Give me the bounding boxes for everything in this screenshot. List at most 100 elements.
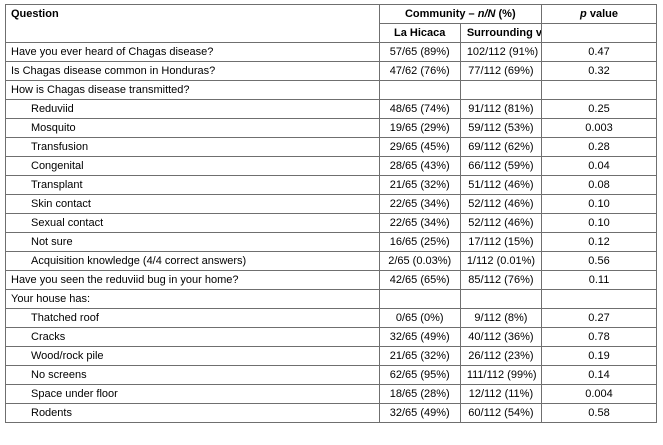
table-header: Question Community – n/N (%) p value La …	[5, 4, 657, 43]
header-la-hicaca: La Hicaca	[378, 23, 461, 43]
la-hicaca-cell: 42/65 (65%)	[378, 270, 461, 290]
header-surrounding-villages: Surrounding villages	[459, 23, 543, 43]
table-row: Is Chagas disease common in Honduras? 47/…	[5, 61, 657, 81]
p-value-cell: 0.14	[541, 365, 657, 385]
p-value-cell: 0.12	[541, 232, 657, 252]
la-hicaca-cell: 29/65 (45%)	[378, 137, 461, 157]
header-p-italic: p	[580, 8, 587, 20]
table-row: Cracks 32/65 (49%) 40/112 (36%) 0.78	[5, 327, 657, 347]
la-hicaca-cell: 28/65 (43%)	[378, 156, 461, 176]
question-cell: Transfusion	[5, 137, 380, 157]
surrounding-villages-cell	[459, 80, 543, 100]
header-p-value-blank	[541, 23, 657, 43]
p-value-cell: 0.10	[541, 194, 657, 214]
table-row: Transplant 21/65 (32%) 51/112 (46%) 0.08	[5, 175, 657, 195]
table-row: Rodents 32/65 (49%) 60/112 (54%) 0.58	[5, 403, 657, 423]
surrounding-villages-cell: 102/112 (91%)	[459, 42, 543, 62]
la-hicaca-cell	[378, 289, 461, 309]
question-cell: Have you seen the reduviid bug in your h…	[5, 270, 380, 290]
table-body: Have you ever heard of Chagas disease? 57…	[5, 42, 657, 423]
question-cell: How is Chagas disease transmitted?	[5, 80, 380, 100]
header-community-suffix: (%)	[495, 8, 516, 20]
surrounding-villages-cell: 59/112 (53%)	[459, 118, 543, 138]
p-value-cell	[541, 80, 657, 100]
question-cell: Your house has:	[5, 289, 380, 309]
surrounding-villages-cell: 9/112 (8%)	[459, 308, 543, 328]
header-p-value: p value	[541, 4, 657, 24]
question-cell: Skin contact	[5, 194, 380, 214]
question-cell: Thatched roof	[5, 308, 380, 328]
p-value-cell: 0.19	[541, 346, 657, 366]
question-cell: Transplant	[5, 175, 380, 195]
la-hicaca-cell: 16/65 (25%)	[378, 232, 461, 252]
surrounding-villages-cell: 52/112 (46%)	[459, 213, 543, 233]
surrounding-villages-cell: 26/112 (23%)	[459, 346, 543, 366]
la-hicaca-cell: 19/65 (29%)	[378, 118, 461, 138]
la-hicaca-cell	[378, 80, 461, 100]
chagas-survey-table: Question Community – n/N (%) p value La …	[5, 4, 657, 423]
surrounding-villages-cell: 51/112 (46%)	[459, 175, 543, 195]
surrounding-villages-cell: 91/112 (81%)	[459, 99, 543, 119]
p-value-cell: 0.56	[541, 251, 657, 271]
table-row: Congenital 28/65 (43%) 66/112 (59%) 0.04	[5, 156, 657, 176]
la-hicaca-cell: 21/65 (32%)	[378, 175, 461, 195]
surrounding-villages-cell	[459, 289, 543, 309]
header-community-nN: n/N	[477, 8, 496, 20]
surrounding-villages-cell: 1/112 (0.01%)	[459, 251, 543, 271]
la-hicaca-cell: 48/65 (74%)	[378, 99, 461, 119]
la-hicaca-cell: 21/65 (32%)	[378, 346, 461, 366]
surrounding-villages-cell: 69/112 (62%)	[459, 137, 543, 157]
la-hicaca-cell: 0/65 (0%)	[378, 308, 461, 328]
p-value-cell: 0.32	[541, 61, 657, 81]
la-hicaca-cell: 47/62 (76%)	[378, 61, 461, 81]
header-p-rest: value	[586, 8, 618, 20]
table-row: Space under floor 18/65 (28%) 12/112 (11%)…	[5, 384, 657, 404]
question-cell: Mosquito	[5, 118, 380, 138]
header-question: Question	[5, 4, 380, 43]
header-community-prefix: Community –	[404, 8, 478, 20]
question-cell: Space under floor	[5, 384, 380, 404]
question-cell: Congenital	[5, 156, 380, 176]
question-cell: Have you ever heard of Chagas disease?	[5, 42, 380, 62]
surrounding-villages-cell: 40/112 (36%)	[459, 327, 543, 347]
table-row: How is Chagas disease transmitted?	[5, 80, 657, 100]
table-row: Have you seen the reduviid bug in your h…	[5, 270, 657, 290]
table-row: Your house has:	[5, 289, 657, 309]
p-value-cell: 0.003	[541, 118, 657, 138]
surrounding-villages-cell: 77/112 (69%)	[459, 61, 543, 81]
surrounding-villages-cell: 52/112 (46%)	[459, 194, 543, 214]
la-hicaca-cell: 18/65 (28%)	[378, 384, 461, 404]
p-value-cell: 0.78	[541, 327, 657, 347]
question-cell: Not sure	[5, 232, 380, 252]
question-cell: Is Chagas disease common in Honduras?	[5, 61, 380, 81]
table-row: Sexual contact 22/65 (34%) 52/112 (46%) 0.1…	[5, 213, 657, 233]
table-row: Mosquito 19/65 (29%) 59/112 (53%) 0.003	[5, 118, 657, 138]
question-cell: Wood/rock pile	[5, 346, 380, 366]
question-cell: Reduviid	[5, 99, 380, 119]
p-value-cell: 0.47	[541, 42, 657, 62]
p-value-cell	[541, 289, 657, 309]
la-hicaca-cell: 57/65 (89%)	[378, 42, 461, 62]
p-value-cell: 0.58	[541, 403, 657, 423]
table-row: Thatched roof 0/65 (0%) 9/112 (8%) 0.27	[5, 308, 657, 328]
survey-table-container: Question Community – n/N (%) p value La …	[5, 4, 657, 423]
surrounding-villages-cell: 60/112 (54%)	[459, 403, 543, 423]
question-cell: Cracks	[5, 327, 380, 347]
la-hicaca-cell: 32/65 (49%)	[378, 327, 461, 347]
p-value-cell: 0.004	[541, 384, 657, 404]
p-value-cell: 0.27	[541, 308, 657, 328]
table-row: Reduviid 48/65 (74%) 91/112 (81%) 0.25	[5, 99, 657, 119]
question-cell: Acquisition knowledge (4/4 correct answe…	[5, 251, 380, 271]
question-cell: Sexual contact	[5, 213, 380, 233]
la-hicaca-cell: 22/65 (34%)	[378, 213, 461, 233]
table-row: Have you ever heard of Chagas disease? 57…	[5, 42, 657, 62]
question-cell: Rodents	[5, 403, 380, 423]
header-community: Community – n/N (%)	[378, 4, 543, 24]
p-value-cell: 0.10	[541, 213, 657, 233]
p-value-cell: 0.04	[541, 156, 657, 176]
question-cell: No screens	[5, 365, 380, 385]
p-value-cell: 0.08	[541, 175, 657, 195]
header-row-1: Question Community – n/N (%) p value	[5, 4, 657, 43]
table-row: No screens 62/65 (95%) 111/112 (99%) 0.14	[5, 365, 657, 385]
la-hicaca-cell: 32/65 (49%)	[378, 403, 461, 423]
